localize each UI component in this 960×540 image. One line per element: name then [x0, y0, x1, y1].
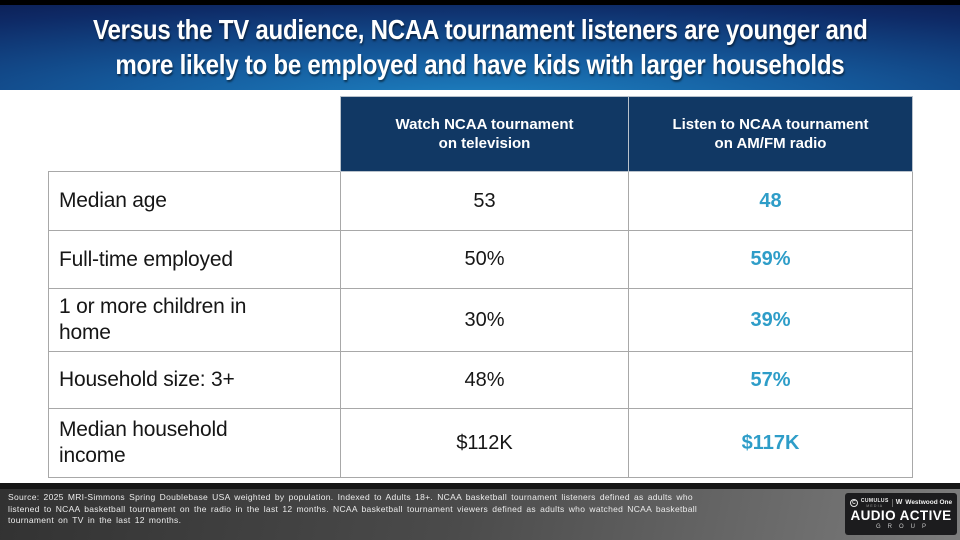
table-row: Median age 53 48	[48, 171, 913, 231]
cumulus-name: CUMULUS	[860, 497, 889, 504]
radio-value-cell: $117K	[628, 408, 913, 478]
westwood-one-wordmark: Westwood One	[905, 499, 953, 506]
audio-active-wordmark: AUDIO ACTIVE	[850, 507, 952, 523]
slide-title-line-1: Versus the TV audience, NCAA tournament …	[92, 14, 868, 45]
table-header-row: Watch NCAA tournament on television List…	[49, 96, 913, 172]
source-note-line-3: tournament on TV in the last 12 months.	[8, 515, 182, 525]
cumulus-media-wordmark: CUMULUS MEDIA	[861, 498, 889, 508]
table-row: 1 or more children in home 30% 39%	[48, 288, 913, 352]
table-row: Median household income $112K $117K	[48, 408, 913, 478]
table-row: Household size: 3+ 48% 57%	[48, 351, 913, 409]
row-label: Median age	[48, 171, 341, 231]
source-note-line-1: Source: 2025 MRI-Simmons Spring Doubleba…	[8, 492, 693, 502]
footer-top-strip	[0, 483, 960, 489]
column-header-tv: Watch NCAA tournament on television	[340, 96, 629, 172]
radio-value-cell: 39%	[628, 288, 913, 352]
tv-value-cell: 53	[340, 171, 629, 231]
tv-value-cell: 30%	[340, 288, 629, 352]
source-note-line-2: listened to NCAA basketball tournament o…	[8, 503, 698, 514]
radio-value-cell: 59%	[628, 230, 913, 289]
westwood-one-icon: W	[895, 499, 903, 506]
corner-blank-cell	[49, 97, 341, 172]
audio-active-group-logo: C CUMULUS MEDIA W Westwood One AUDIO ACT…	[845, 493, 957, 535]
slide-title-line-2: more likely to be employed and have kids…	[115, 49, 845, 80]
column-header-tv-line-1: Watch NCAA tournament	[395, 116, 574, 133]
tv-value-cell: 50%	[340, 230, 629, 289]
footer-bar: Source: 2025 MRI-Simmons Spring Doubleba…	[0, 483, 960, 540]
cumulus-media-icon: C	[849, 498, 858, 507]
tv-value-cell: 48%	[340, 351, 629, 409]
title-banner: Versus the TV audience, NCAA tournament …	[0, 0, 960, 90]
table-row: Full-time employed 50% 59%	[48, 230, 913, 289]
row-label: Median household income	[48, 408, 341, 478]
group-wordmark: GROUP	[875, 523, 933, 530]
row-label: Full-time employed	[48, 230, 341, 289]
cumulus-media-label: MEDIA	[866, 503, 884, 508]
radio-value-cell: 48	[628, 171, 913, 231]
tv-value-cell: $112K	[340, 408, 629, 478]
column-header-tv-line-2: on television	[438, 135, 531, 152]
source-note: Source: 2025 MRI-Simmons Spring Doubleba…	[8, 492, 798, 527]
logo-brands-row: C CUMULUS MEDIA W Westwood One	[849, 498, 953, 508]
column-header-radio-line-1: Listen to NCAA tournament	[672, 116, 869, 133]
column-header-radio-line-2: on AM/FM radio	[714, 135, 827, 152]
row-label: Household size: 3+	[48, 351, 341, 409]
stats-table: Watch NCAA tournament on television List…	[48, 96, 913, 478]
row-label: 1 or more children in home	[48, 288, 341, 352]
radio-value-cell: 57%	[628, 351, 913, 409]
column-header-radio: Listen to NCAA tournament on AM/FM radio	[628, 96, 913, 172]
logo-divider	[891, 498, 893, 507]
